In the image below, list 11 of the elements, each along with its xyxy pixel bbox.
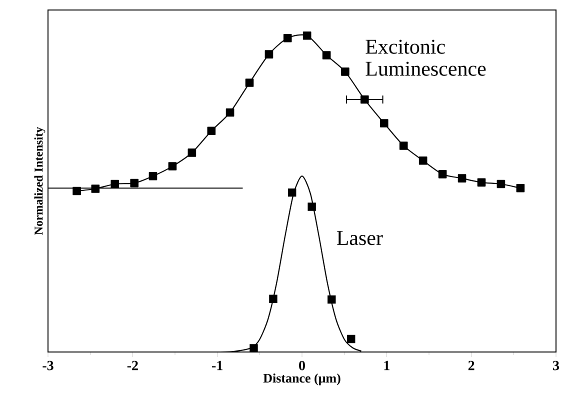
x-axis-title: Distance (μm) bbox=[263, 373, 340, 386]
x-tick-label: 2 bbox=[468, 360, 474, 370]
x-tick-label: -3 bbox=[42, 360, 54, 370]
x-tick-label: -1 bbox=[212, 360, 222, 370]
x-tick-label: 1 bbox=[384, 360, 390, 370]
series-label: Laser bbox=[336, 231, 383, 246]
x-tick-label: 3 bbox=[553, 360, 560, 370]
series-label: Excitonic Luminescence bbox=[366, 40, 486, 76]
y-axis-title: Normalized Intensity bbox=[34, 126, 46, 235]
x-tick-label: -2 bbox=[127, 360, 138, 370]
x-tick-label: 0 bbox=[299, 360, 305, 370]
